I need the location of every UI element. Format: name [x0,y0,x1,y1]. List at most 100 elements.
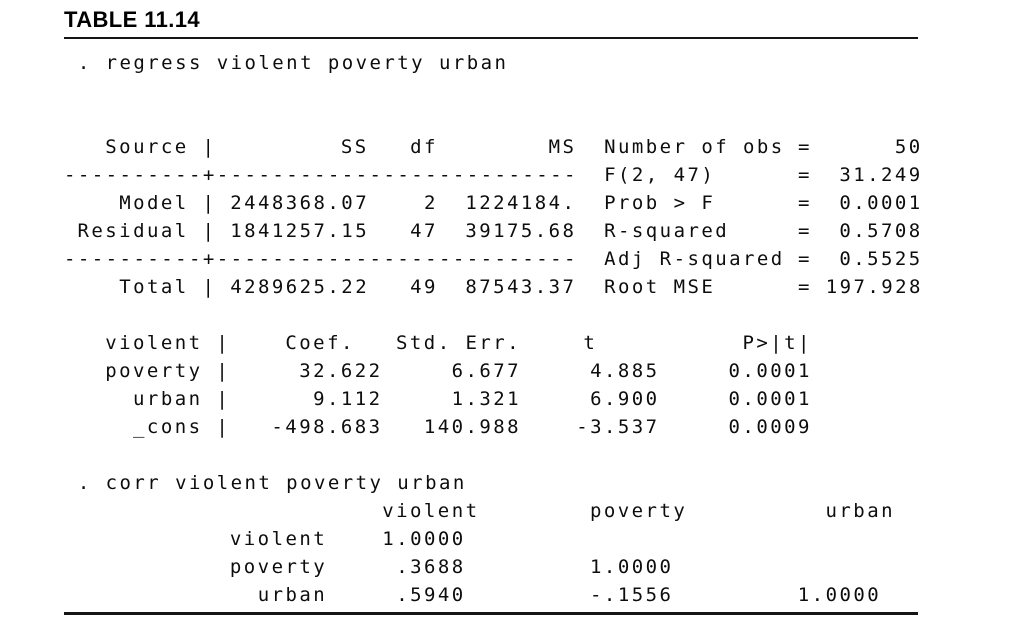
equals-sign: = [798,164,812,186]
anova-ss: 4289625.22 [230,276,370,298]
regress-command: . regress violent poverty urban [77,52,509,74]
anova-col-source: Source [105,136,189,158]
anova-df: 49 [410,276,438,298]
anova-ms: 87543.37 [465,276,577,298]
stat-value: 50 [894,136,923,158]
top-rule [64,37,918,39]
equals-sign: = [798,248,812,270]
spacer [576,273,604,301]
t-value: -3.537 [576,416,660,438]
p-value: 0.0001 [728,360,812,382]
corr-variable: urban [257,584,328,606]
corr-value [687,553,895,581]
equals-sign: = [798,192,812,214]
bottom-rule [64,612,918,615]
corr-value: .5940 [396,584,466,606]
stata-output: . regress violent poverty urban Source |… [64,49,923,609]
pipe-separator: | [202,136,217,158]
corr-value: .3688 [396,556,466,578]
spacer [576,217,604,245]
pipe-separator: | [202,220,217,242]
stat-label: R-squared [604,220,730,242]
blank-line [64,105,923,133]
anova-source: Model [119,192,189,214]
spacer [576,133,604,161]
pipe-separator: | [216,332,231,354]
coef-value: 32.622 [299,360,383,382]
coef-col-t: t [583,332,598,354]
anova-separator-row: ----------+-------------------------- Ad… [64,245,923,273]
dash-separator: ----------+-------------------------- [64,164,578,186]
p-value: 0.0009 [728,416,812,438]
spacer [576,161,604,189]
corr-value: 1.0000 [382,528,466,550]
stat-value: 197.928 [825,276,923,298]
anova-col-ss: SS [340,136,369,158]
anova-source: Total [119,276,189,298]
anova-ss: 1841257.15 [230,220,370,242]
corr-value [687,525,895,553]
corr-col-violent: violent [382,500,480,522]
anova-source: Residual [77,220,189,242]
coef-col-depvar: violent [105,332,203,354]
blank-line [64,77,923,105]
corr-variable: violent [229,528,328,550]
table-title: TABLE 11.14 [64,7,201,32]
regress-command-line: . regress violent poverty urban [64,49,923,77]
anova-row-residual: Residual | 1841257.15 47 39175.68 R-squa… [64,217,923,245]
corr-value: 1.0000 [797,584,882,606]
spacer [576,245,604,273]
spacer [64,497,327,525]
stat-label: Adj R-squared [604,248,785,270]
anova-df: 47 [410,220,438,242]
blank-line [64,441,923,469]
pipe-separator: | [216,360,231,382]
coef-col-coef: Coef. [285,332,355,354]
corr-col-urban: urban [825,500,895,522]
corr-value: -.1556 [590,584,674,606]
stat-value: 0.5708 [839,220,923,242]
coef-variable: urban [133,388,203,410]
corr-col-poverty: poverty [590,500,688,522]
coef-header-row: violent | Coef. Std. Err. t P>|t| [64,329,923,357]
spacer [576,189,604,217]
anova-ms: 1224184. [465,192,577,214]
anova-separator-row: ----------+-------------------------- F(… [64,161,923,189]
corr-header-row: violent poverty urban [64,497,923,525]
pipe-separator: | [202,276,217,298]
stat-value: 0.5525 [839,248,923,270]
corr-row-violent: violent 1.0000 [64,525,923,553]
coef-variable: poverty [105,360,203,382]
coef-col-stderr: Std. Err. [396,332,522,354]
corr-row-poverty: poverty .3688 1.0000 [64,553,923,581]
equals-sign: = [798,136,812,158]
stat-value: 0.0001 [839,192,923,214]
coef-col-p: P>|t| [742,332,812,354]
anova-ss: 2448368.07 [230,192,370,214]
corr-command: . corr violent poverty urban [77,472,467,494]
stat-label: Number of obs [604,136,785,158]
stat-label: F(2, 47) [604,164,716,186]
stat-label: Prob > F [604,192,716,214]
pipe-separator: | [216,416,231,438]
t-value: 6.900 [590,388,660,410]
equals-sign: = [798,220,812,242]
corr-row-urban: urban .5940 -.1556 1.0000 [64,581,923,609]
p-value: 0.0001 [728,388,812,410]
coef-value: 9.112 [313,388,383,410]
anova-col-ms: MS [548,136,577,158]
pipe-separator: | [216,388,231,410]
stderr-value: 140.988 [423,416,522,438]
anova-df: 2 [424,192,438,214]
stat-value: 31.249 [839,164,923,186]
anova-ms: 39175.68 [465,220,577,242]
equals-sign: = [798,276,812,298]
pipe-separator: | [202,192,217,214]
corr-value [479,525,687,553]
corr-command-line: . corr violent poverty urban [64,469,923,497]
blank-line [64,301,923,329]
dash-separator: ----------+-------------------------- [64,248,578,270]
coef-row-poverty: poverty | 32.622 6.677 4.885 0.0001 [64,357,923,385]
coef-value: -498.683 [271,416,383,438]
